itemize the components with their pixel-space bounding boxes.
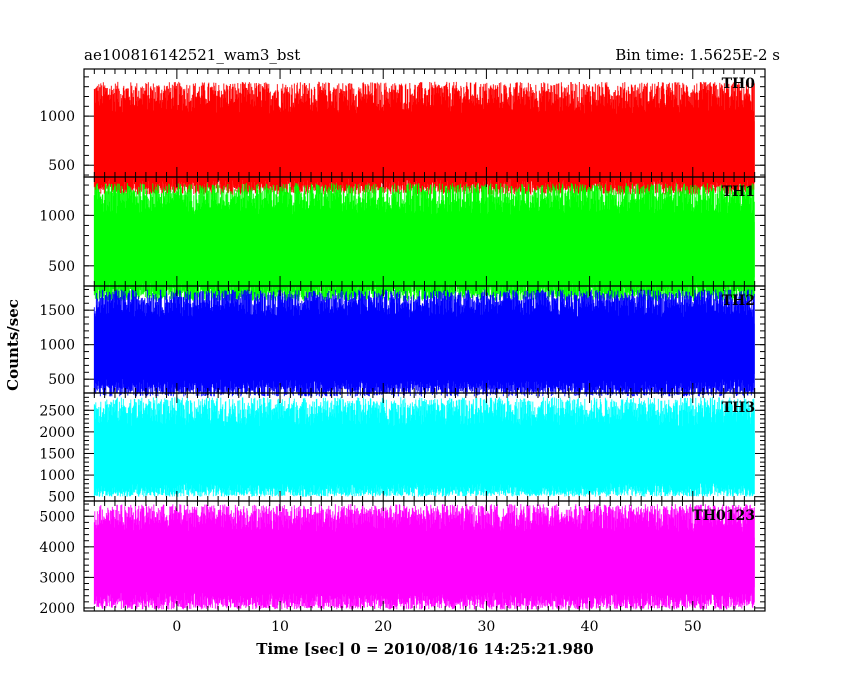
y-tick-label: 2500	[39, 403, 75, 419]
panel-th0: 500 1000 TH0	[39, 68, 766, 195]
y-tick-label: 1000	[39, 468, 75, 484]
y-tick-label: 500	[48, 372, 75, 388]
chart-title: ae100816142521_wam3_bst	[84, 46, 300, 64]
panel-th1: 500 1000 TH1	[39, 176, 766, 302]
panel-th0123: 2000 3000 4000 5000 TH0123	[39, 500, 766, 617]
series-core-th0123	[94, 537, 755, 588]
y-tick-label: 3000	[39, 570, 75, 586]
series-core-th0	[94, 121, 755, 175]
y-tick-label: 1500	[39, 303, 75, 319]
y-tick-label: 500	[48, 158, 75, 174]
y-tick-label: 2000	[39, 601, 75, 617]
y-tick-label: 1000	[39, 109, 75, 125]
panel-label-th0123: TH0123	[692, 508, 755, 524]
y-tick-label: 1500	[39, 446, 75, 462]
x-tick-label: 10	[271, 619, 289, 635]
series-core-th3	[94, 432, 755, 480]
y-tick-label: 1000	[39, 208, 75, 224]
x-tick-label: 20	[374, 619, 392, 635]
y-tick-label: 500	[48, 490, 75, 506]
series-core-th2	[94, 323, 755, 375]
panel-th3: 500 1000 1500 2000 2500 TH3	[39, 392, 766, 506]
x-tick-label: 30	[477, 619, 495, 635]
x-axis-title: Time [sec] 0 = 2010/08/16 14:25:21.980	[256, 640, 593, 658]
x-tick-label: 40	[581, 619, 599, 635]
y-tick-label: 500	[48, 259, 75, 275]
panel-th2: 500 1000 1500 TH2	[39, 285, 766, 397]
series-core-th1	[94, 221, 755, 278]
y-tick-label: 1000	[39, 338, 75, 354]
panel-label-th2: TH2	[722, 293, 755, 309]
y-tick-label: 5000	[39, 509, 75, 525]
y-tick-label: 4000	[39, 540, 75, 556]
x-tick-label: 0	[172, 619, 181, 635]
y-tick-label: 2000	[39, 425, 75, 441]
x-tick-label: 50	[684, 619, 702, 635]
panels: 5001000TH05001000TH150010001500TH2500100…	[39, 68, 766, 635]
panel-label-th0: TH0	[722, 76, 756, 92]
panel-label-th1: TH1	[722, 184, 755, 200]
panel-label-th3: TH3	[722, 400, 755, 416]
y-axis-title: Counts/sec	[4, 299, 22, 391]
bin-time-label: Bin time: 1.5625E-2 s	[615, 46, 780, 64]
